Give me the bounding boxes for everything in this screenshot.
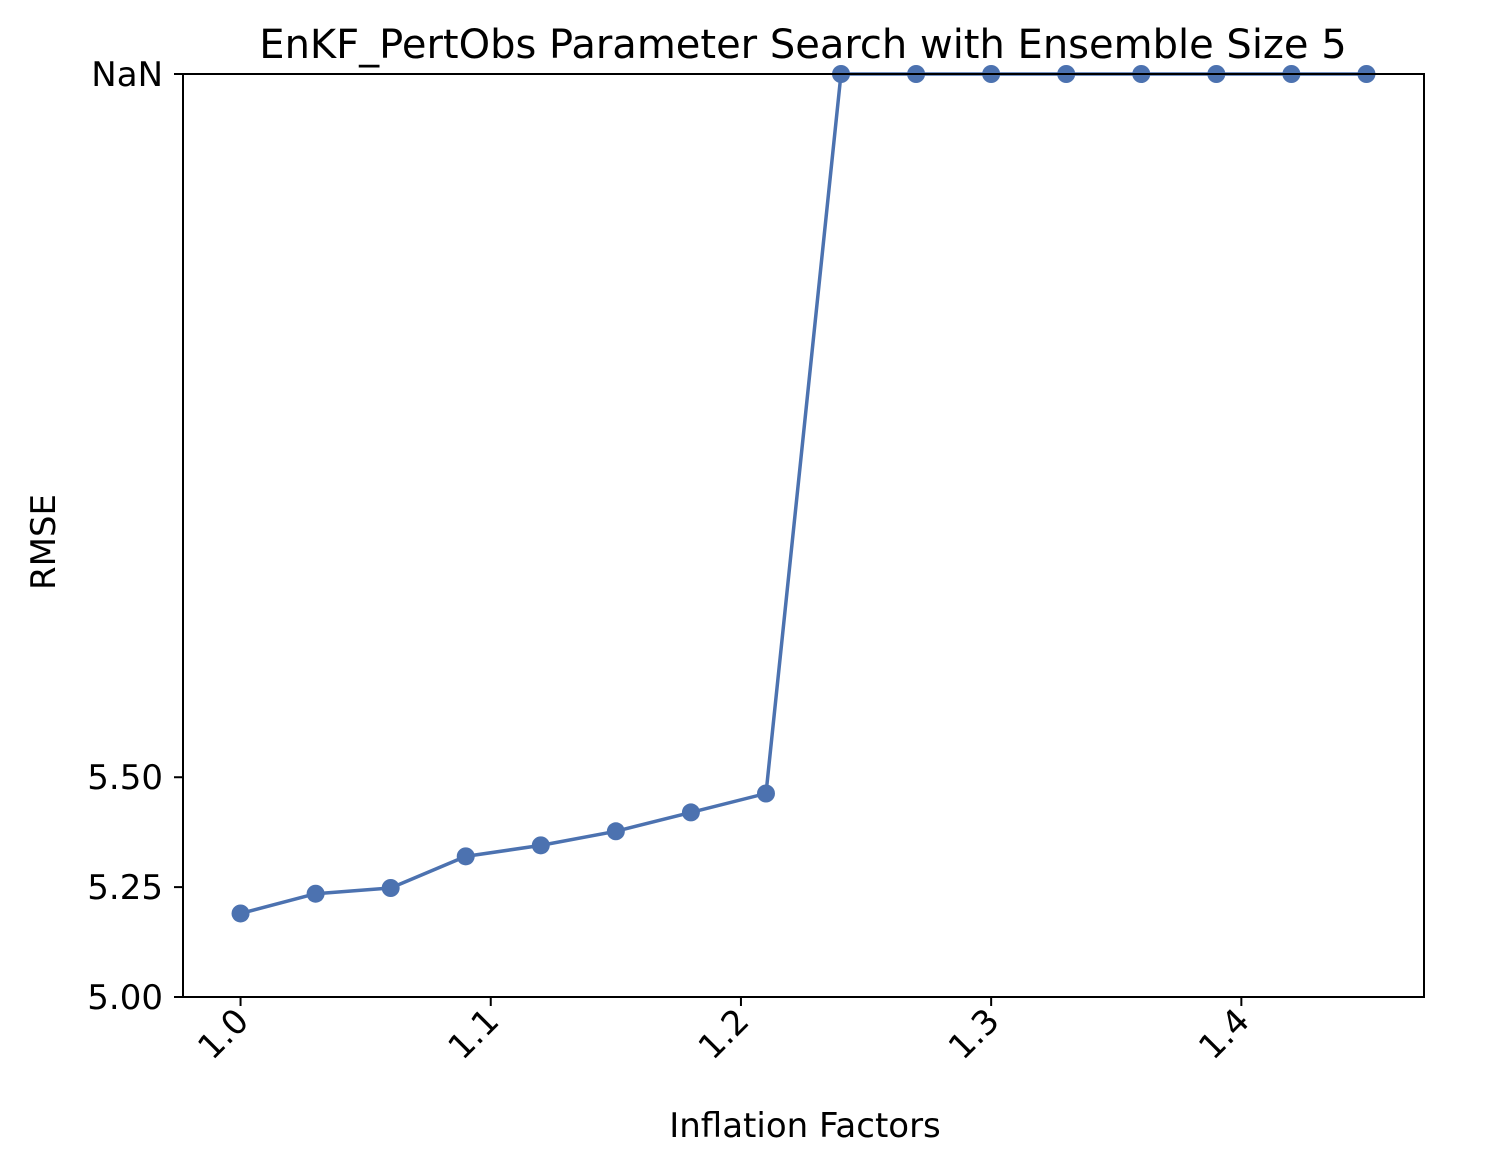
data-point xyxy=(681,803,700,822)
plot-frame xyxy=(182,73,1425,998)
chart-title: EnKF_PertObs Parameter Search with Ensem… xyxy=(259,22,1346,68)
y-tick-label: 5.00 xyxy=(87,978,163,1018)
x-tick-label: 1.0 xyxy=(190,1001,257,1068)
data-point xyxy=(381,878,400,897)
x-axis-label: Inflation Factors xyxy=(669,1106,941,1146)
x-tick-label: 1.1 xyxy=(441,1001,508,1068)
series xyxy=(231,65,1376,923)
y-tick-label: 5.25 xyxy=(87,868,163,908)
axis-ticks: 1.0 1.1 1.2 1.3 1.4 5.00 5.25 5.50 NaN xyxy=(87,55,1257,1068)
y-tick-label: NaN xyxy=(91,55,163,95)
y-axis-label: RMSE xyxy=(24,494,64,590)
data-point xyxy=(756,784,775,803)
data-point xyxy=(606,822,625,841)
series-line xyxy=(240,72,1367,916)
x-tick-label: 1.2 xyxy=(691,1001,758,1068)
data-point xyxy=(306,884,325,903)
x-tick-label: 1.4 xyxy=(1191,1001,1258,1068)
data-point xyxy=(531,836,550,855)
y-tick-label: 5.50 xyxy=(87,758,163,798)
x-tick-label: 1.3 xyxy=(941,1001,1008,1068)
data-point xyxy=(456,847,475,866)
data-point xyxy=(231,904,250,923)
